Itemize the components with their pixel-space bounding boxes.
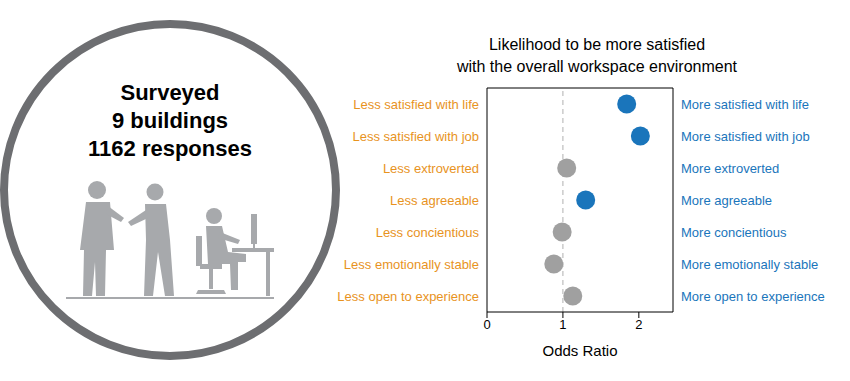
svg-text:More open to experience: More open to experience <box>681 289 825 304</box>
svg-text:Less satisfied with life: Less satisfied with life <box>353 97 479 112</box>
svg-text:0: 0 <box>483 317 490 332</box>
svg-text:9 buildings: 9 buildings <box>112 108 228 133</box>
svg-text:Less satisfied with job: Less satisfied with job <box>353 129 479 144</box>
svg-text:Odds Ratio: Odds Ratio <box>542 342 617 359</box>
svg-text:More emotionally stable: More emotionally stable <box>681 257 818 272</box>
svg-text:1162 responses: 1162 responses <box>88 136 252 161</box>
html-text:with the overall workspace env: with the overall workspace environment <box>456 58 738 75</box>
svg-text:More satisfied with life: More satisfied with life <box>681 97 809 112</box>
svg-text:More satisfied with job: More satisfied with job <box>681 129 810 144</box>
svg-text:Surveyed: Surveyed <box>120 80 219 105</box>
svg-text:More extroverted: More extroverted <box>681 161 779 176</box>
svg-text:Less agreeable: Less agreeable <box>390 193 479 208</box>
svg-text:Less open to experience: Less open to experience <box>337 289 479 304</box>
svg-text:More agreeable: More agreeable <box>681 193 772 208</box>
svg-text:More concientious: More concientious <box>681 225 787 240</box>
html-text:Likelihood to be more satisfie: Likelihood to be more satisfied <box>488 36 706 53</box>
svg-text:Less concientious: Less concientious <box>376 225 480 240</box>
svg-text:Less extroverted: Less extroverted <box>383 161 479 176</box>
svg-text:2: 2 <box>635 317 642 332</box>
svg-text:Less emotionally stable: Less emotionally stable <box>344 257 479 272</box>
svg-text:1: 1 <box>559 317 566 332</box>
